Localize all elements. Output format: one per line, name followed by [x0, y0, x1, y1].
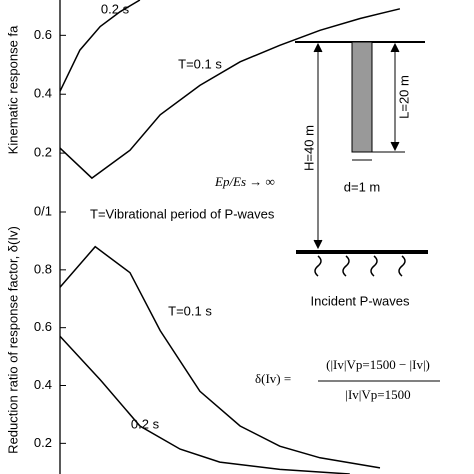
y-tick-label: 0.2	[34, 435, 52, 450]
y-axis-label: Kinematic response fa	[5, 25, 20, 154]
series-label: T=0.1 s	[178, 56, 222, 71]
diagram-label: H=40 m	[301, 125, 316, 171]
line	[59, 8, 401, 180]
y-tick-label: 0.4	[34, 377, 52, 392]
diagram-label: Incident P-waves	[311, 293, 410, 308]
formula: (|Iv|Vp=1500 − |Iv|)	[326, 357, 430, 372]
y-tick-label: 0/1	[34, 203, 52, 218]
formula: δ(Iv) =	[255, 371, 291, 386]
y-tick-label: 0.6	[34, 27, 52, 42]
y-tick-label: 0.8	[34, 261, 52, 276]
y-axis-label: Reduction ratio of response factor, δ(Iv…	[5, 226, 20, 454]
line	[59, 335, 350, 474]
y-tick-label: 0.4	[34, 86, 52, 101]
line	[59, 245, 381, 469]
diagram-label: d=1 m	[344, 179, 381, 194]
annotation: T=Vibrational period of P-waves	[90, 206, 275, 221]
pile-diagram	[295, 41, 428, 277]
series-label: T=0.1 s	[168, 303, 212, 318]
y-tick-label: 0.6	[34, 319, 52, 334]
y-tick-label: 0.2	[34, 145, 52, 160]
annotation: Ep/Es → ∞	[214, 174, 275, 189]
series-label: 0.2 s	[131, 416, 160, 431]
series-label: 0.2 s	[101, 1, 130, 16]
diagram-label: L=20 m	[396, 75, 411, 119]
line	[59, 0, 141, 92]
formula: |Iv|Vp=1500	[345, 387, 410, 402]
